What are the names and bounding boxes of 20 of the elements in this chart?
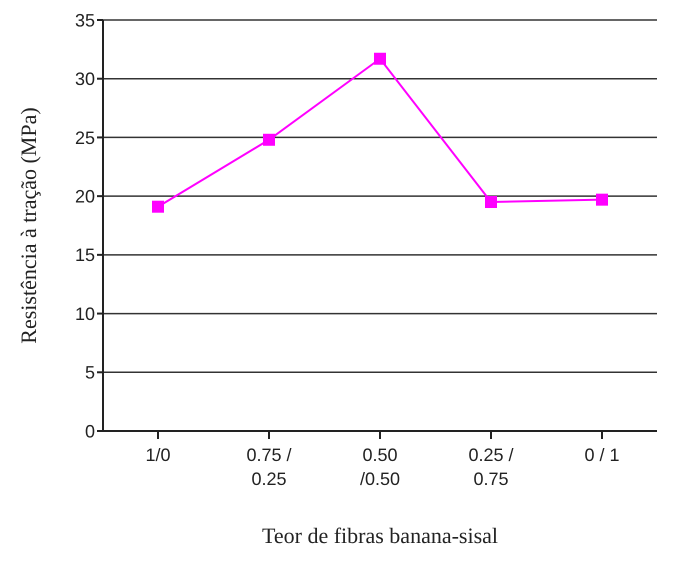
x-tick-label: 0 / 1 <box>584 445 620 465</box>
point <box>152 200 164 213</box>
point <box>485 196 497 208</box>
y-tick-label: 30 <box>74 69 95 90</box>
y-axis-title: Resistência à tração (MPa) <box>16 107 41 344</box>
y-tick-label: 5 <box>84 362 95 383</box>
y-tick-label: 15 <box>74 245 95 266</box>
point <box>374 52 386 65</box>
point <box>596 194 608 206</box>
x-tick-label: 0.50 /0.50 <box>360 445 400 489</box>
x-tick-label: 1/0 <box>145 445 171 465</box>
y-tick-label: 0 <box>84 421 95 442</box>
point <box>263 134 275 146</box>
y-tick-label: 20 <box>74 186 95 207</box>
x-axis-title: Teor de fibras banana-sisal <box>262 523 498 548</box>
x-tick-label: 0.75 / 0.25 <box>246 445 292 489</box>
y-tick-label: 25 <box>74 128 95 148</box>
y-tick-label: 10 <box>74 304 95 324</box>
x-tick-label: 0.25 / 0.75 <box>468 445 514 489</box>
y-tick-label: 35 <box>74 10 95 30</box>
